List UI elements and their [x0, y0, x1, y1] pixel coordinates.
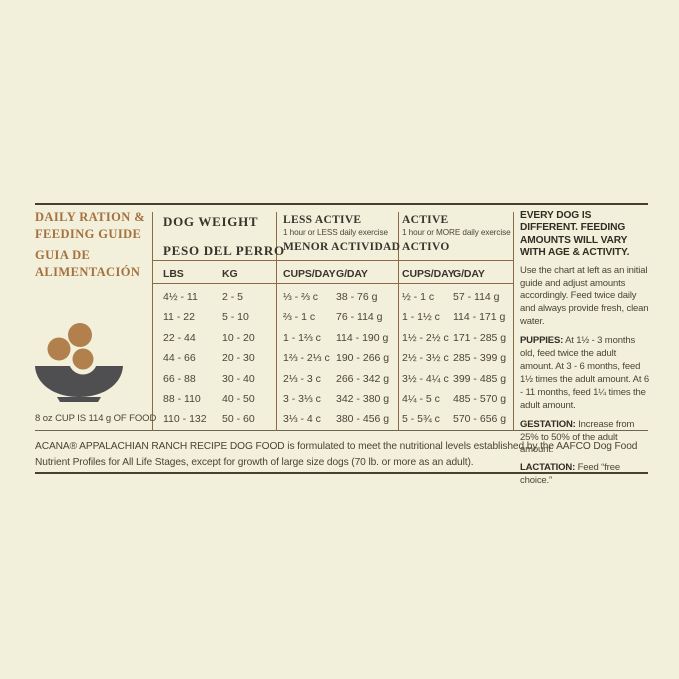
table-cell: 44 - 66 — [163, 352, 196, 365]
table-cell: 50 - 60 — [222, 413, 255, 426]
lbs-column: 4½ - 11 11 - 22 22 - 44 44 - 66 66 - 88 … — [163, 287, 207, 430]
table-cell: 171 - 285 g — [453, 331, 507, 344]
table-bottom-line — [35, 430, 648, 431]
info-puppies: PUPPIES: At 1½ - 3 months old, feed twic… — [520, 335, 649, 412]
table-cell: 30 - 40 — [222, 372, 255, 385]
divider-weight — [276, 212, 277, 431]
table-cell: 3 - 3⅓ c — [283, 392, 321, 405]
divider-less-active — [398, 212, 399, 431]
info-panel: EVERY DOG IS DIFFERENT. FEEDING AMOUNTS … — [520, 210, 649, 488]
table-cell: 399 - 485 g — [453, 372, 507, 385]
active-gday-column: 57 - 114 g 114 - 171 g 171 - 285 g 285 -… — [453, 287, 506, 430]
peso-del-perro-header: PESO DEL PERRO — [163, 243, 285, 258]
table-cell: 3⅓ - 4 c — [283, 413, 321, 426]
table-cell: 114 - 190 g — [336, 331, 389, 344]
guia-title: GUIA DE ALIMENTACIÓN — [35, 248, 141, 279]
less-active-subtitle: 1 hour or LESS daily exercise — [283, 228, 388, 237]
table-cell: 10 - 20 — [222, 331, 255, 344]
table-cell: 380 - 456 g — [336, 413, 390, 426]
table-cell: 342 - 380 g — [336, 392, 390, 405]
gestation-text: Increase from 25% to 50% of the adult am… — [520, 418, 635, 456]
active-gday-header: G/DAY — [453, 268, 485, 280]
table-cell: 2 - 5 — [222, 291, 244, 303]
table-cell: 114 - 171 g — [453, 311, 506, 324]
table-cell: 110 - 132 — [163, 413, 207, 426]
table-cell: 4½ - 11 — [163, 291, 198, 303]
dog-weight-header: DOG WEIGHT — [163, 214, 259, 229]
table-cell: 11 - 22 — [163, 311, 195, 324]
table-cell: ⅔ - 1 c — [283, 311, 316, 324]
puppies-label: PUPPIES: — [520, 335, 564, 347]
table-cell: 570 - 656 g — [453, 413, 507, 426]
active-cups-column: ½ - 1 c 1 - 1½ c 1½ - 2½ c 2½ - 3½ c 3½ … — [402, 287, 449, 430]
kg-column: 2 - 5 5 - 10 10 - 20 20 - 30 30 - 40 40 … — [222, 287, 255, 430]
info-intro: Use the chart at left as an initial guid… — [520, 264, 649, 328]
daily-ration-title: DAILY RATION & FEEDING GUIDE — [35, 210, 146, 241]
less-active-cups-column: ⅓ - ⅔ c ⅔ - 1 c 1 - 1⅔ c 1⅔ - 2⅓ c 2⅓ - … — [283, 287, 330, 430]
table-cell: 57 - 114 g — [453, 291, 500, 303]
table-cell: ⅓ - ⅔ c — [283, 291, 319, 303]
dog-bowl-icon — [33, 321, 125, 405]
table-cell: 266 - 342 g — [336, 372, 390, 385]
lactation-label: LACTATION: — [520, 462, 576, 474]
bottom-rule — [35, 472, 648, 474]
table-cell: 22 - 44 — [163, 331, 196, 344]
table-cell: 2⅓ - 3 c — [283, 372, 321, 385]
less-active-cups-header: CUPS/DAY — [283, 268, 336, 280]
aafco-footnote: ACANA® APPALACHIAN RANCH RECIPE DOG FOOD… — [35, 441, 638, 468]
table-cell: 285 - 399 g — [453, 352, 507, 365]
active-subtitle: 1 hour or MORE daily exercise — [402, 228, 511, 237]
table-cell: 38 - 76 g — [336, 291, 378, 303]
table-cell: 66 - 88 — [163, 372, 196, 385]
activo-header: ACTIVO — [402, 241, 450, 253]
info-heading: EVERY DOG IS DIFFERENT. FEEDING AMOUNTS … — [520, 210, 630, 259]
table-cell: 88 - 110 — [163, 392, 201, 405]
gestation-label: GESTATION: — [520, 418, 576, 430]
table-cell: 40 - 50 — [222, 392, 255, 405]
table-cell: 5 - 5¾ c — [402, 413, 440, 426]
header-line-lower — [152, 283, 513, 284]
cup-measure-note: 8 oz CUP IS 114 g OF FOOD — [35, 413, 157, 424]
divider-active — [513, 212, 514, 431]
table-cell: 76 - 114 g — [336, 311, 383, 324]
active-cups-header: CUPS/DAY — [402, 268, 455, 280]
table-cell: 1 - 1½ c — [402, 311, 440, 324]
kg-column-header: KG — [222, 268, 238, 280]
table-cell: 4¼ - 5 c — [402, 392, 440, 405]
less-active-gday-header: G/DAY — [336, 268, 368, 280]
puppies-text: At 1½ - 3 months old, feed twice the adu… — [520, 335, 649, 411]
less-active-gday-column: 38 - 76 g 76 - 114 g 114 - 190 g 190 - 2… — [336, 287, 389, 430]
table-cell: 20 - 30 — [222, 352, 255, 365]
active-header: ACTIVE — [402, 214, 449, 226]
table-cell: ½ - 1 c — [402, 291, 435, 303]
table-cell: 1⅔ - 2⅓ c — [283, 352, 330, 365]
top-rule — [35, 203, 648, 205]
divider-left-panel — [152, 212, 153, 431]
lbs-column-header: LBS — [163, 268, 184, 280]
table-cell: 3½ - 4¼ c — [402, 372, 449, 385]
menor-actividad-header: MENOR ACTIVIDAD — [283, 241, 401, 253]
info-gestation: GESTATION: Increase from 25% to 50% of t… — [520, 419, 649, 458]
less-active-header: LESS ACTIVE — [283, 214, 362, 226]
lactation-text: Feed “free choice.” — [520, 462, 620, 487]
table-cell: 5 - 10 — [222, 311, 249, 324]
table-cell: 190 - 266 g — [336, 352, 390, 365]
table-cell: 485 - 570 g — [453, 392, 507, 405]
table-cell: 2½ - 3½ c — [402, 352, 449, 365]
header-line-upper — [152, 260, 513, 261]
info-lactation: LACTATION: Feed “free choice.” — [520, 462, 649, 488]
table-cell: 1½ - 2½ c — [402, 331, 449, 344]
table-cell: 1 - 1⅔ c — [283, 331, 321, 344]
